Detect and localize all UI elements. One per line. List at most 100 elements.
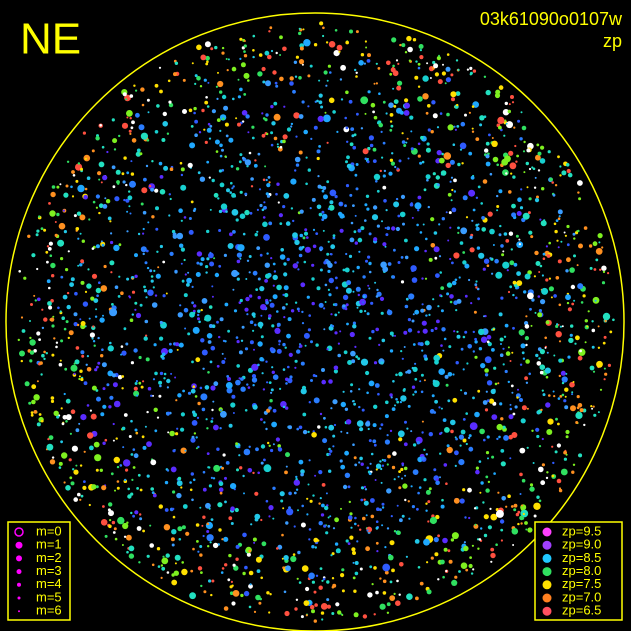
star xyxy=(29,339,36,346)
star xyxy=(65,398,71,404)
star xyxy=(416,507,419,511)
star xyxy=(385,233,389,237)
star xyxy=(200,338,205,343)
star xyxy=(517,510,521,514)
star xyxy=(355,187,359,191)
star xyxy=(168,102,174,108)
star xyxy=(180,173,184,177)
star xyxy=(183,216,187,219)
star xyxy=(517,197,522,202)
star xyxy=(71,170,75,174)
star xyxy=(518,243,522,246)
star xyxy=(442,63,444,66)
star xyxy=(102,204,108,209)
star xyxy=(365,421,371,427)
star xyxy=(272,294,278,300)
star xyxy=(198,320,201,324)
zp-swatch xyxy=(542,593,552,603)
star xyxy=(451,188,454,192)
star xyxy=(351,359,356,364)
star xyxy=(261,133,266,138)
star xyxy=(79,263,83,267)
star xyxy=(507,494,511,499)
star xyxy=(436,126,440,129)
star xyxy=(315,343,319,347)
star xyxy=(352,561,355,564)
star xyxy=(334,29,338,32)
star xyxy=(342,268,346,272)
star xyxy=(570,405,576,412)
star xyxy=(315,232,319,236)
star xyxy=(505,172,508,175)
star xyxy=(196,416,200,419)
star xyxy=(469,247,475,253)
star xyxy=(139,488,143,492)
star xyxy=(352,145,357,150)
star xyxy=(191,360,194,364)
star xyxy=(515,234,519,238)
star xyxy=(271,324,275,328)
star xyxy=(421,277,424,280)
star xyxy=(202,515,206,519)
star xyxy=(68,458,72,462)
star xyxy=(396,400,400,404)
star xyxy=(300,472,304,477)
star xyxy=(584,341,587,344)
star xyxy=(73,322,78,327)
star xyxy=(211,408,214,412)
star xyxy=(498,125,502,130)
star xyxy=(403,110,410,116)
star xyxy=(436,478,439,482)
star xyxy=(417,142,421,146)
star xyxy=(488,398,495,404)
star xyxy=(170,372,173,375)
star xyxy=(162,260,166,264)
star xyxy=(426,62,429,65)
star xyxy=(520,508,524,511)
star xyxy=(271,421,277,428)
star xyxy=(359,456,363,461)
star xyxy=(328,424,335,431)
star xyxy=(154,371,158,376)
star xyxy=(285,382,288,385)
star xyxy=(240,62,246,68)
star xyxy=(273,270,277,273)
star xyxy=(308,459,311,462)
star xyxy=(522,512,525,516)
star xyxy=(197,550,200,553)
star xyxy=(525,381,529,384)
star xyxy=(344,472,351,478)
star xyxy=(117,295,121,298)
star xyxy=(208,324,213,328)
star xyxy=(142,252,145,256)
star xyxy=(208,305,213,309)
star xyxy=(404,474,407,477)
star xyxy=(318,100,323,105)
star xyxy=(51,353,55,357)
star xyxy=(205,502,211,509)
star xyxy=(113,244,120,252)
star xyxy=(441,71,446,76)
star xyxy=(142,380,145,383)
star xyxy=(398,470,401,473)
star xyxy=(235,117,238,120)
star xyxy=(395,59,399,62)
star xyxy=(234,507,239,513)
star xyxy=(538,309,543,313)
star xyxy=(523,290,527,294)
star xyxy=(80,350,85,355)
star xyxy=(330,244,336,250)
star xyxy=(499,402,503,406)
star xyxy=(259,357,264,362)
star xyxy=(280,401,287,408)
star xyxy=(561,393,565,397)
star xyxy=(583,423,586,427)
star xyxy=(218,528,222,532)
star xyxy=(338,50,341,53)
star xyxy=(339,228,344,233)
star xyxy=(263,205,267,210)
star xyxy=(226,69,229,72)
star xyxy=(114,489,116,492)
star xyxy=(198,131,202,134)
star xyxy=(557,422,560,426)
